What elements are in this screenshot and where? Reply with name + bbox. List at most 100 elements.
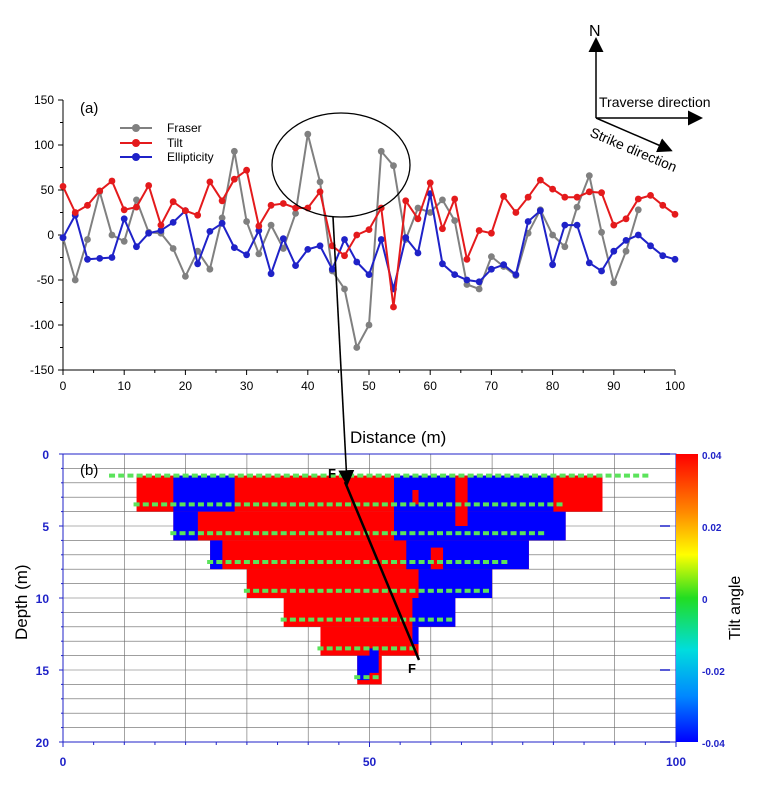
station-marker [256, 473, 263, 478]
point-fraser [169, 245, 177, 252]
station-marker [455, 531, 462, 536]
station-marker [464, 531, 471, 536]
x-tick-label: 100 [665, 379, 685, 393]
pseudosection-cell [418, 569, 493, 598]
depth-tick-label: 20 [36, 736, 50, 750]
station-marker [234, 560, 241, 564]
station-marker [375, 473, 382, 478]
point-tilt [475, 227, 483, 234]
pseudosection-cell [357, 655, 370, 681]
station-marker [409, 560, 416, 564]
point-ellipticity [353, 258, 361, 266]
station-marker [614, 473, 621, 478]
point-tilt [402, 197, 410, 205]
station-marker [118, 473, 125, 478]
station-marker [317, 617, 324, 622]
station-marker [473, 560, 480, 564]
station-marker [127, 473, 134, 478]
point-ellipticity [108, 254, 116, 261]
panel-a-legend: Fraser Tilt Ellipticity [120, 121, 214, 164]
point-fraser [585, 172, 593, 180]
station-marker [381, 531, 388, 536]
station-marker [409, 588, 416, 593]
point-tilt [255, 222, 263, 230]
point-fraser [218, 214, 226, 222]
station-marker [299, 617, 306, 622]
pseudosection-cell [210, 540, 223, 570]
station-marker [271, 502, 278, 507]
anomaly-circle [271, 112, 411, 218]
station-marker [427, 588, 434, 593]
panel-a-xlabel: Distance (m) [350, 428, 446, 447]
station-marker [482, 502, 489, 507]
station-marker [170, 531, 177, 536]
point-tilt [206, 178, 214, 186]
pseudosection-cell [394, 511, 566, 541]
point-tilt [585, 188, 593, 196]
station-marker [280, 502, 287, 507]
station-marker [372, 588, 379, 593]
station-marker [623, 473, 630, 478]
point-fraser [267, 221, 275, 229]
station-marker [289, 560, 296, 564]
point-ellipticity [328, 265, 336, 273]
station-marker [302, 473, 309, 478]
station-marker [170, 502, 177, 507]
station-marker [243, 502, 250, 507]
station-marker [253, 588, 260, 593]
station-marker [418, 531, 425, 536]
station-marker [400, 531, 407, 536]
station-marker [556, 502, 563, 507]
point-tilt [218, 197, 226, 205]
station-marker [436, 588, 443, 593]
x-tick-label: 70 [485, 379, 499, 393]
station-marker [587, 473, 594, 478]
x-tick-label: 60 [424, 379, 438, 393]
point-fraser [206, 265, 214, 273]
fault-label-top: F [328, 466, 336, 481]
point-fraser [243, 218, 251, 225]
point-tilt [573, 193, 581, 201]
point-ellipticity [610, 247, 618, 255]
station-marker [191, 473, 198, 478]
station-marker [446, 502, 453, 507]
point-tilt [365, 226, 373, 234]
point-ellipticity [341, 236, 348, 243]
point-tilt [500, 192, 508, 200]
fault-line-group: F F [328, 216, 421, 676]
panel-a-axes: -150 -100 -50 0 50 100 150 0 10 20 30 40 50 60 70 80 90 1… [30, 93, 685, 393]
station-marker [363, 560, 370, 564]
point-fraser [353, 344, 361, 351]
point-fraser [598, 228, 605, 236]
station-marker [418, 588, 425, 593]
point-ellipticity [671, 255, 679, 263]
point-ellipticity [561, 221, 569, 229]
station-marker [381, 646, 388, 651]
pseudosection-cell [455, 475, 468, 526]
station-marker [262, 502, 269, 507]
y-tick-label: 150 [34, 93, 54, 107]
station-marker [372, 502, 379, 507]
point-fraser [230, 147, 238, 155]
point-tilt [659, 201, 667, 209]
point-tilt [96, 187, 104, 195]
station-marker [464, 502, 471, 507]
point-tilt [426, 179, 434, 187]
station-marker [418, 560, 425, 564]
b-x-tick-label: 0 [60, 755, 67, 769]
point-fraser [341, 285, 348, 293]
point-tilt [634, 195, 642, 203]
station-marker [164, 473, 171, 478]
y-tick-label: 50 [41, 183, 55, 197]
station-marker [188, 502, 195, 507]
panel-b-ylabel: Depth (m) [12, 564, 31, 640]
y-tick-label: 0 [47, 228, 54, 242]
station-marker [243, 560, 250, 564]
station-marker [519, 502, 526, 507]
station-marker [311, 473, 318, 478]
point-ellipticity [488, 265, 495, 273]
point-fraser [414, 204, 422, 212]
station-marker [455, 588, 462, 593]
station-marker [409, 531, 416, 536]
station-marker [522, 473, 529, 478]
